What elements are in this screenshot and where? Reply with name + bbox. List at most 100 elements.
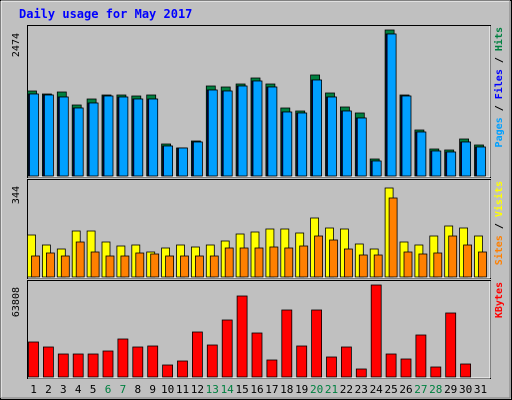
- chart-title: Daily usage for May 2017: [19, 7, 192, 21]
- legend-entry: Visits: [493, 181, 505, 217]
- bar-pages-day-27: [416, 131, 427, 177]
- bar-sites-day-31: [478, 251, 487, 278]
- day-label-29: 29: [444, 383, 457, 396]
- bar-pages-day-30: [461, 141, 472, 177]
- bar-kbytes-day-15: [236, 295, 248, 378]
- day-label-10: 10: [161, 383, 174, 396]
- day-label-12: 12: [191, 383, 204, 396]
- bar-kbytes-day-10: [162, 364, 174, 378]
- bar-pages-day-16: [252, 80, 263, 177]
- bar-pages-day-13: [207, 89, 218, 177]
- bar-kbytes-day-5: [87, 353, 99, 378]
- bar-sites-day-29: [448, 235, 458, 278]
- bar-sites-day-28: [433, 252, 443, 278]
- day-label-11: 11: [176, 383, 189, 396]
- bar-sites-day-22: [343, 248, 353, 278]
- bar-sites-day-24: [373, 254, 383, 278]
- bar-sites-day-7: [120, 255, 130, 278]
- bar-pages-day-29: [446, 151, 457, 177]
- bar-sites-day-27: [418, 253, 428, 278]
- bar-kbytes-day-9: [147, 345, 159, 378]
- bar-pages-day-20: [312, 79, 323, 177]
- panel-top-ymax-label: 2474: [11, 33, 22, 57]
- bar-kbytes-day-16: [251, 332, 263, 378]
- bar-pages-day-6: [103, 95, 114, 177]
- legend-entry: /: [494, 99, 505, 117]
- day-label-18: 18: [280, 383, 293, 396]
- day-label-23: 23: [355, 383, 368, 396]
- bar-pages-day-11: [178, 147, 188, 177]
- legend-entry: Sites: [493, 235, 505, 265]
- bar-pages-day-7: [118, 96, 129, 177]
- bar-kbytes-day-23: [355, 368, 367, 378]
- bar-kbytes-day-8: [132, 346, 144, 378]
- bar-sites-day-6: [105, 255, 115, 278]
- day-label-24: 24: [370, 383, 384, 396]
- bar-pages-day-3: [58, 96, 69, 177]
- bar-sites-day-11: [180, 255, 189, 278]
- bar-sites-day-20: [314, 235, 324, 278]
- bar-sites-day-9: [150, 253, 160, 278]
- bar-kbytes-day-1: [28, 341, 39, 378]
- panel-middle-legend: Sites / Visits: [493, 181, 505, 265]
- bar-kbytes-day-27: [415, 334, 427, 378]
- bar-sites-day-25: [388, 197, 398, 278]
- day-label-22: 22: [340, 383, 353, 396]
- day-label-3: 3: [60, 383, 67, 396]
- bar-sites-day-30: [463, 244, 473, 278]
- bar-pages-day-5: [88, 102, 99, 177]
- bar-sites-day-19: [299, 245, 309, 278]
- day-label-1: 1: [30, 383, 37, 396]
- bar-pages-day-15: [237, 85, 248, 177]
- bar-sites-day-17: [269, 246, 279, 278]
- day-label-19: 19: [295, 383, 308, 396]
- day-label-15: 15: [235, 383, 248, 396]
- bar-kbytes-day-12: [191, 331, 203, 378]
- bar-pages-day-10: [163, 145, 174, 177]
- day-label-14: 14: [221, 383, 235, 396]
- bar-kbytes-day-25: [385, 353, 397, 378]
- bar-kbytes-day-3: [57, 353, 69, 378]
- panel-middle-ymax-label: 344: [11, 186, 22, 204]
- day-label-16: 16: [250, 383, 263, 396]
- day-label-8: 8: [134, 383, 141, 396]
- bar-sites-day-1: [31, 255, 40, 278]
- day-label-25: 25: [384, 383, 397, 396]
- bar-pages-day-9: [148, 98, 159, 177]
- day-label-7: 7: [120, 383, 127, 396]
- bar-pages-day-28: [431, 150, 442, 177]
- bar-sites-day-21: [329, 239, 338, 278]
- legend-entry: /: [494, 51, 505, 69]
- day-label-5: 5: [90, 383, 97, 396]
- bar-sites-day-4: [75, 241, 85, 278]
- bar-sites-day-26: [403, 251, 413, 278]
- bar-pages-day-4: [73, 107, 84, 177]
- legend-entry: Pages: [494, 117, 505, 147]
- legend-entry: /: [494, 217, 505, 235]
- bar-sites-day-2: [46, 252, 55, 278]
- bar-kbytes-day-19: [296, 345, 308, 378]
- panel-bottom-ymax-label: 63808: [11, 287, 22, 317]
- bar-kbytes-day-2: [43, 346, 54, 378]
- bar-sites-day-13: [209, 255, 219, 278]
- day-label-31: 31: [474, 383, 487, 396]
- bar-pages-day-2: [44, 94, 54, 177]
- day-label-2: 2: [45, 383, 52, 396]
- bar-kbytes-day-18: [281, 309, 293, 378]
- day-label-30: 30: [459, 383, 472, 396]
- bar-sites-day-15: [239, 247, 249, 278]
- day-label-6: 6: [105, 383, 112, 396]
- bar-pages-day-24: [371, 160, 382, 177]
- bar-kbytes-day-20: [311, 309, 323, 378]
- bar-pages-day-12: [192, 141, 203, 177]
- bar-pages-day-21: [327, 96, 337, 177]
- bar-pages-day-22: [341, 110, 352, 177]
- bar-kbytes-day-29: [445, 312, 457, 378]
- bar-kbytes-day-22: [340, 346, 352, 378]
- day-label-21: 21: [325, 383, 338, 396]
- bar-kbytes-day-26: [400, 358, 412, 378]
- bar-kbytes-day-24: [370, 284, 382, 378]
- bar-kbytes-day-6: [102, 350, 114, 378]
- legend-entry: Files: [493, 69, 505, 99]
